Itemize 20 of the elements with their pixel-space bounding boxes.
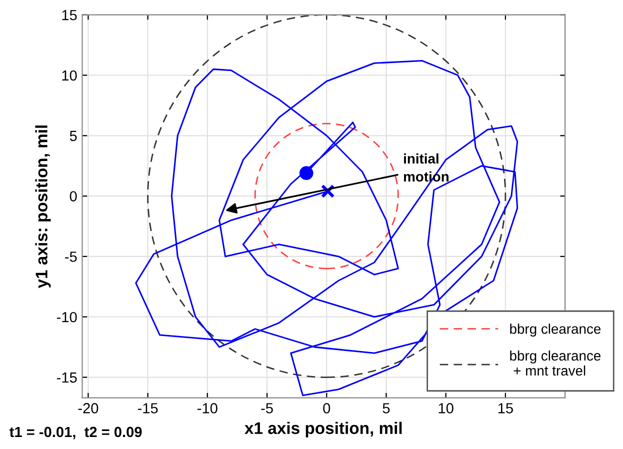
x-tick-label: 5 bbox=[382, 403, 390, 414]
y-tick-label: -5 bbox=[65, 252, 77, 262]
y-tick-label: -15 bbox=[56, 372, 77, 383]
x-tick-label: 0 bbox=[323, 403, 330, 414]
annotation: bbrg clearance bbox=[510, 324, 601, 337]
annotation: bbrg clearance + mnt travel bbox=[510, 350, 601, 376]
y-tick-label: 10 bbox=[62, 70, 77, 81]
x-axis-title: x1 axis position, mil bbox=[244, 422, 402, 438]
x-tick-label: -15 bbox=[138, 403, 158, 414]
x-tick-label: -5 bbox=[261, 403, 273, 414]
y-axis-title: y1 axis: position, mil bbox=[35, 126, 51, 288]
x-tick-label: -20 bbox=[78, 403, 98, 414]
text: t1 = -0.01, t2 = 0.09 bbox=[10, 426, 142, 440]
y-tick-label: 15 bbox=[62, 10, 77, 20]
y-tick-label: -10 bbox=[56, 312, 77, 322]
x-tick-label: -10 bbox=[198, 403, 218, 414]
y-tick-label: 5 bbox=[70, 130, 77, 142]
x-tick-label: 15 bbox=[498, 403, 513, 414]
x-tick-label: 10 bbox=[438, 403, 454, 414]
y-tick-label: 0 bbox=[70, 191, 77, 202]
